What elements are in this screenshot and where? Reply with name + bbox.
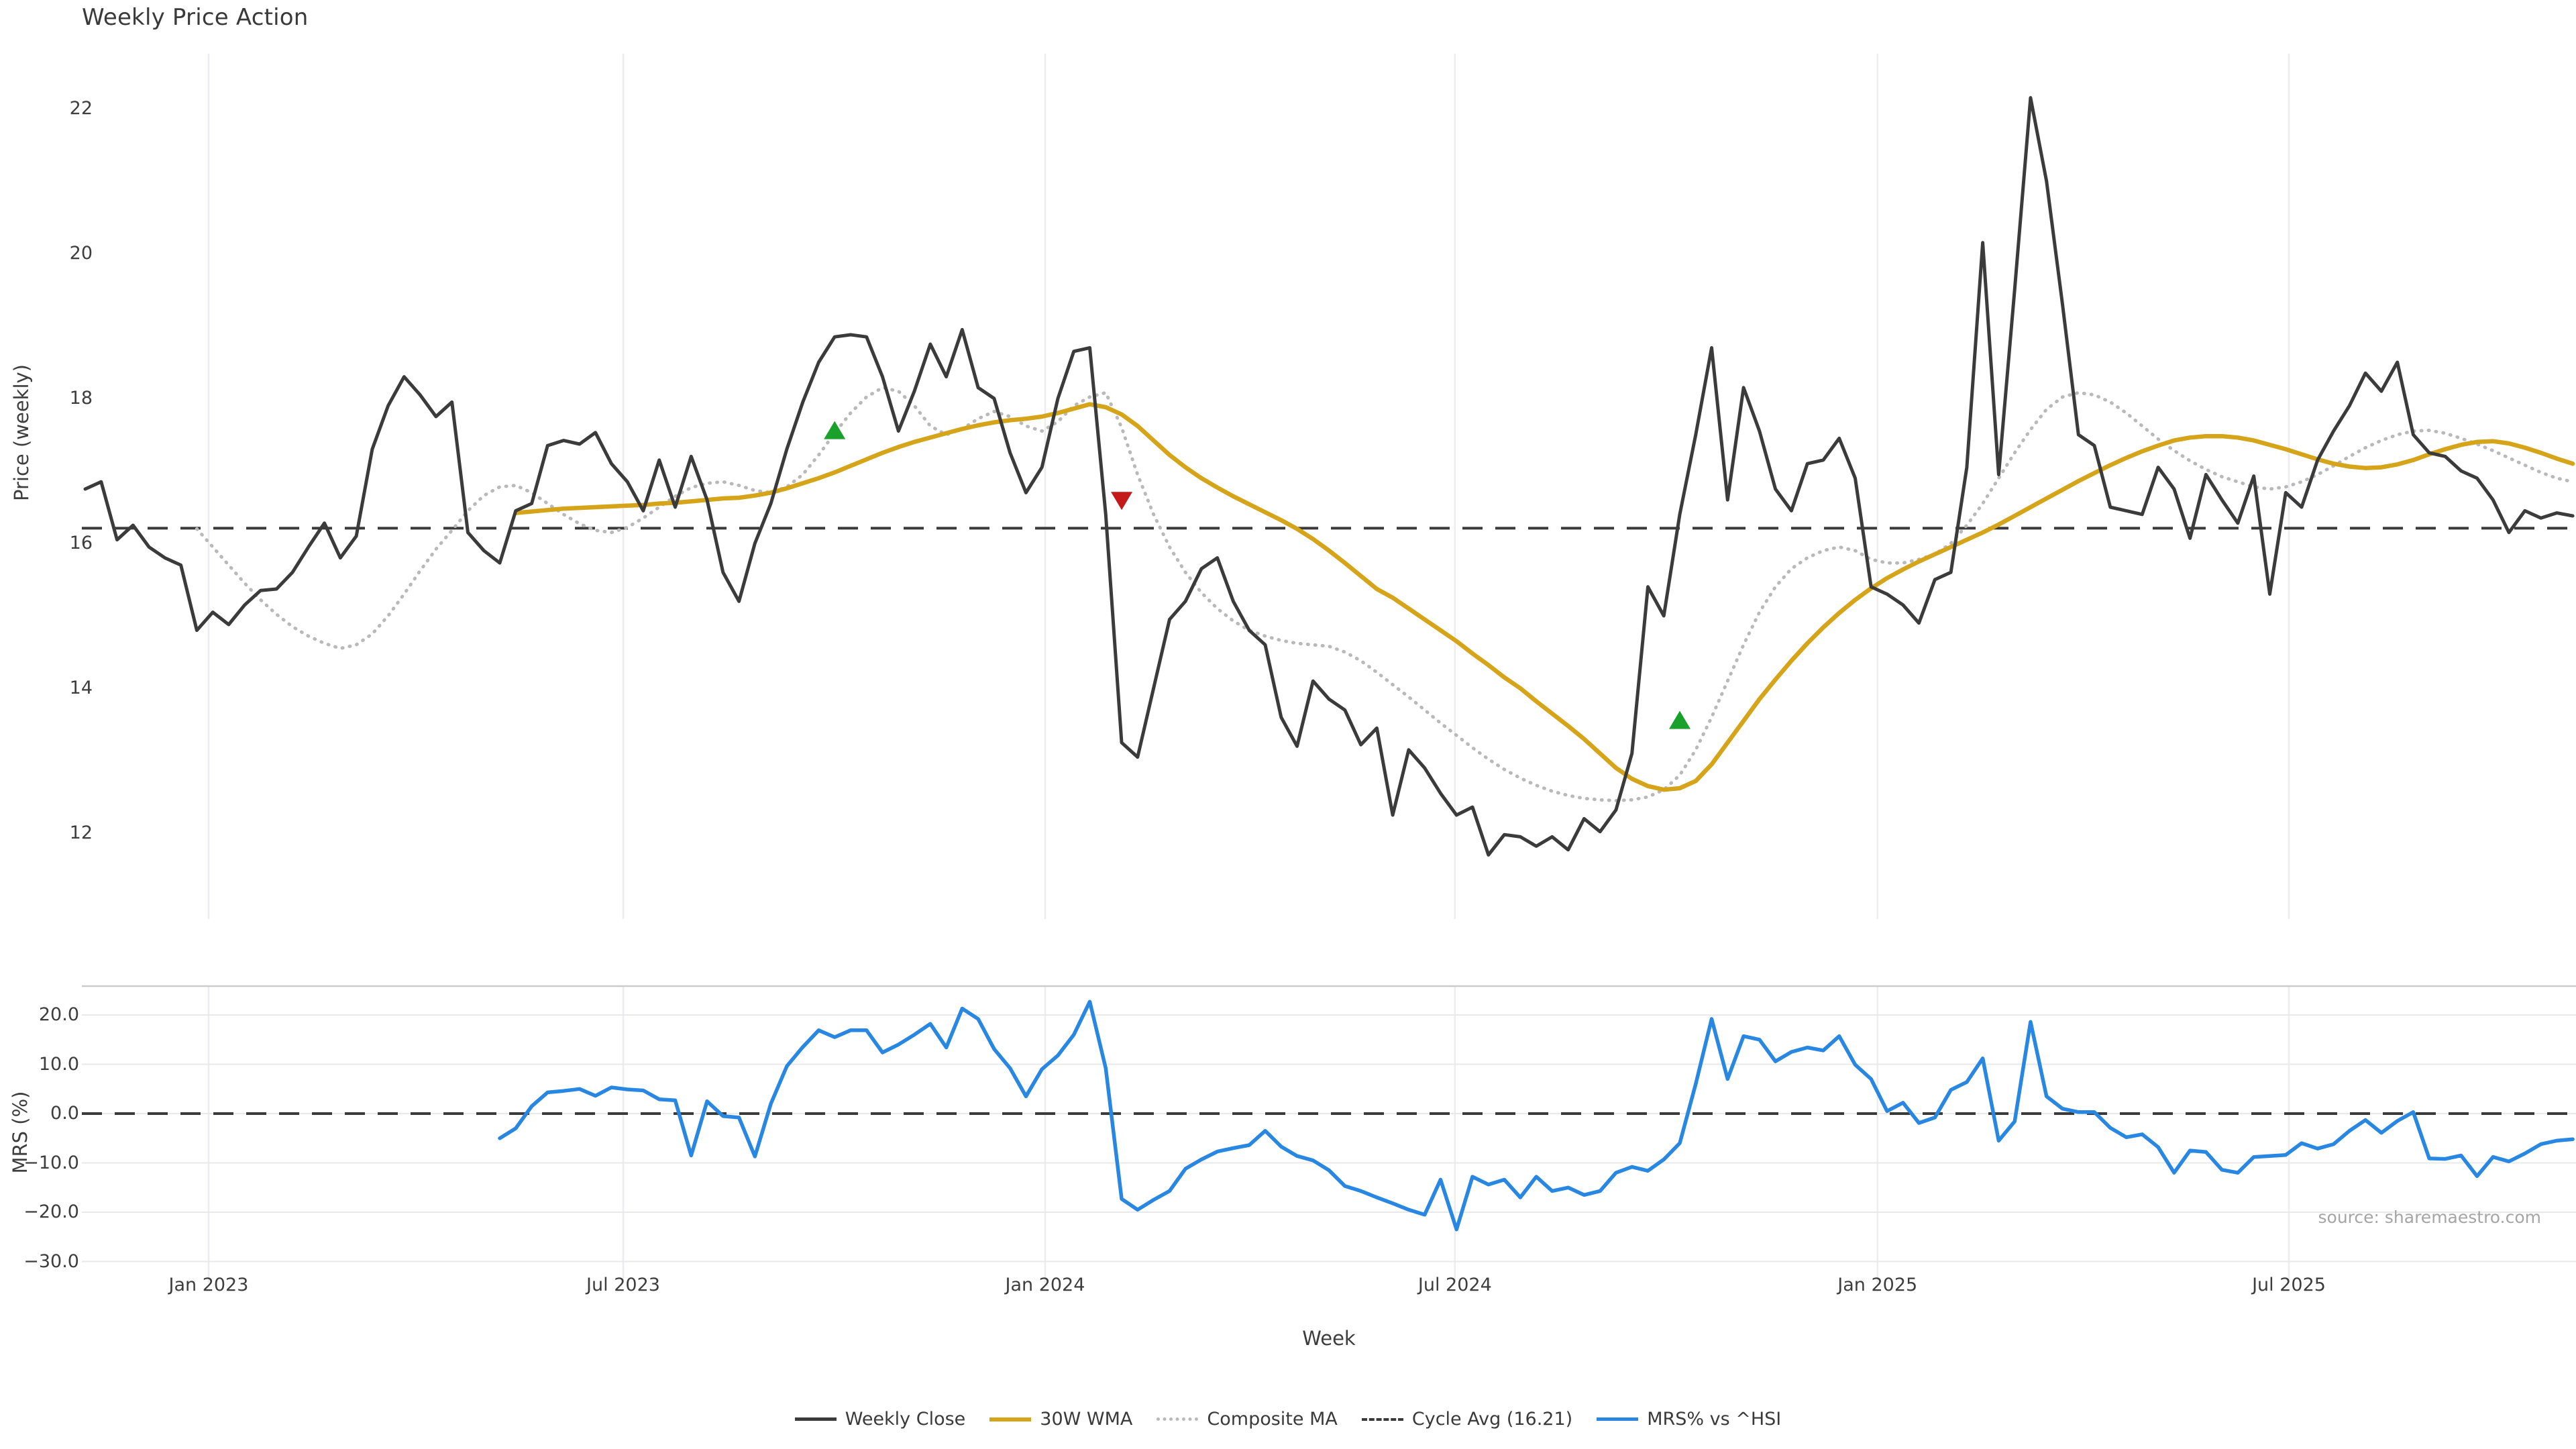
tick-label: 20.0 xyxy=(38,1004,79,1025)
tick-label: 16 xyxy=(69,533,93,553)
tick-label: Jan 2025 xyxy=(1837,1275,1918,1295)
legend-item: MRS% vs ^HSI xyxy=(1597,1409,1781,1430)
tick-label: −20.0 xyxy=(23,1201,79,1222)
page-title: Weekly Price Action xyxy=(82,4,309,31)
legend-line-swatch-icon xyxy=(989,1417,1032,1421)
buy-signal-icon xyxy=(1669,710,1690,729)
series-mrs-vs-hsi xyxy=(498,1000,2575,1232)
legend-item: Weekly Close xyxy=(794,1409,966,1430)
legend-label: MRS% vs ^HSI xyxy=(1647,1409,1782,1430)
tick-label: 20 xyxy=(69,243,93,264)
series-weekly-close xyxy=(83,96,2575,857)
tick-label: 10.0 xyxy=(38,1053,79,1075)
legend-label: Composite MA xyxy=(1207,1409,1338,1430)
legend-label: Cycle Avg (16.21) xyxy=(1411,1409,1573,1430)
tick-label: 18 xyxy=(69,388,93,409)
price-axis-label: Price (weekly) xyxy=(10,364,33,502)
x-axis-label: Week xyxy=(1302,1327,1356,1350)
tick-label: −30.0 xyxy=(23,1250,79,1272)
legend-line-swatch-icon xyxy=(1361,1417,1403,1421)
chart-legend: Weekly Close 30W WMA Composite MA Cycle Avg… xyxy=(0,1409,2576,1430)
legend-item: Composite MA xyxy=(1157,1409,1338,1430)
series-30w-wma xyxy=(513,402,2575,792)
tick-label: 14 xyxy=(69,678,93,698)
tick-label: 0.0 xyxy=(50,1103,79,1124)
source-credit: source: sharemaestro.com xyxy=(2318,1208,2542,1227)
tick-label: Jul 2024 xyxy=(1417,1275,1492,1295)
legend-label: Weekly Close xyxy=(845,1409,966,1430)
buy-signal-icon xyxy=(824,421,846,439)
sell-signal-icon xyxy=(1111,492,1133,511)
tick-label: 12 xyxy=(69,822,93,843)
legend-line-swatch-icon xyxy=(1597,1417,1639,1421)
legend-item: 30W WMA xyxy=(989,1409,1132,1430)
tick-label: 22 xyxy=(69,98,93,119)
legend-line-swatch-icon xyxy=(1157,1417,1199,1421)
legend-label: 30W WMA xyxy=(1040,1409,1133,1430)
tick-label: Jan 2023 xyxy=(168,1275,249,1295)
tick-label: −10.0 xyxy=(23,1152,79,1173)
tick-label: Jul 2023 xyxy=(586,1275,660,1295)
tick-label: Jan 2024 xyxy=(1005,1275,1085,1295)
series-composite-ma xyxy=(195,386,2575,802)
legend-item: Cycle Avg (16.21) xyxy=(1361,1409,1573,1430)
legend-line-swatch-icon xyxy=(794,1417,837,1421)
tick-label: Jul 2025 xyxy=(2252,1275,2326,1295)
